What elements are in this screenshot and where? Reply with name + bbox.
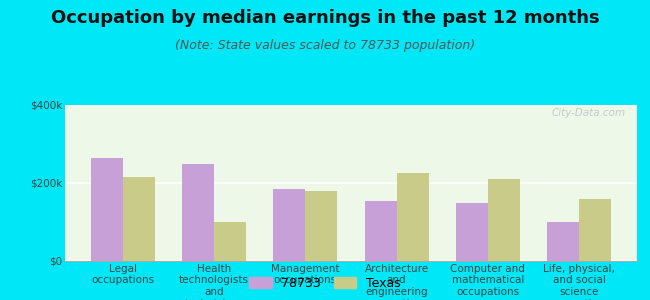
- Bar: [396, 173, 428, 261]
- Bar: [547, 222, 579, 261]
- Text: City-Data.com: City-Data.com: [551, 108, 625, 118]
- Bar: [274, 189, 305, 261]
- Text: Occupation by median earnings in the past 12 months: Occupation by median earnings in the pas…: [51, 9, 599, 27]
- Bar: [579, 200, 611, 261]
- Bar: [488, 179, 520, 261]
- Bar: [365, 200, 396, 261]
- Bar: [456, 203, 488, 261]
- Bar: [91, 158, 123, 261]
- Bar: [306, 191, 337, 261]
- Bar: [214, 222, 246, 261]
- Bar: [123, 177, 155, 261]
- Text: (Note: State values scaled to 78733 population): (Note: State values scaled to 78733 popu…: [175, 39, 475, 52]
- Legend: 78733, Texas: 78733, Texas: [245, 273, 405, 294]
- Bar: [182, 164, 214, 261]
